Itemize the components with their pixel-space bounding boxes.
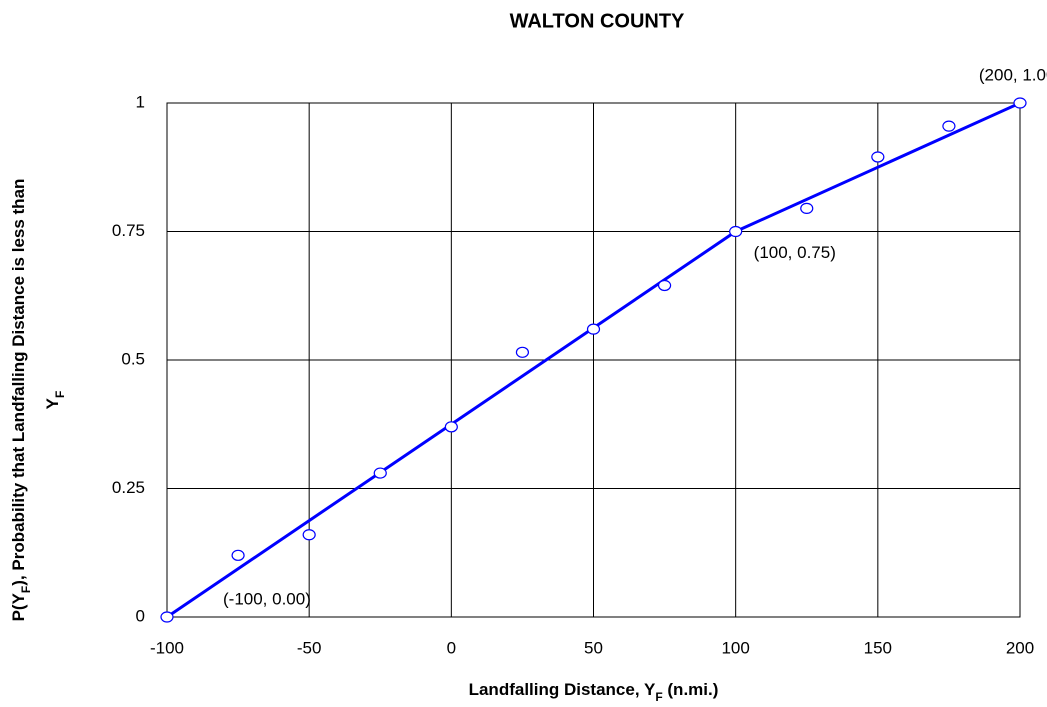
data-point bbox=[373, 467, 387, 479]
label-part: F bbox=[655, 690, 662, 704]
x-tick-label: 0 bbox=[447, 638, 456, 657]
label-part: Landfalling Distance, Y bbox=[469, 680, 656, 699]
label-part: (n.mi.) bbox=[663, 680, 719, 699]
y-tick-label: 0.25 bbox=[112, 478, 145, 497]
x-tick-label: 100 bbox=[721, 638, 749, 657]
data-point bbox=[729, 225, 743, 238]
label-part: F bbox=[53, 391, 67, 398]
annotation: (-100, 0.00) bbox=[223, 589, 311, 608]
x-tick-label: 150 bbox=[864, 638, 892, 657]
x-tick-label: 50 bbox=[584, 638, 603, 657]
label-part: ), Probability that Landfalling Distance… bbox=[9, 179, 28, 586]
y-tick-label: 0.75 bbox=[112, 221, 145, 240]
x-tick-label: 200 bbox=[1006, 638, 1034, 657]
y-tick-label: 0 bbox=[136, 606, 145, 625]
x-axis-label: Landfalling Distance, YF (n.mi.) bbox=[469, 680, 719, 704]
data-point bbox=[657, 279, 672, 292]
x-tick-label: -50 bbox=[297, 638, 322, 657]
data-point bbox=[231, 549, 245, 561]
label-part: F bbox=[19, 586, 33, 593]
chart-title: WALTON COUNTY bbox=[510, 10, 685, 32]
data-point bbox=[515, 346, 530, 358]
plot-frame bbox=[166, 102, 1021, 618]
data-point bbox=[302, 529, 316, 541]
x-tick-label: -100 bbox=[150, 638, 184, 657]
y-axis-label: P(YF), Probability that Landfalling Dist… bbox=[9, 179, 33, 622]
y-tick-label: 1 bbox=[136, 92, 145, 111]
data-point bbox=[871, 151, 885, 163]
data-point bbox=[160, 611, 174, 623]
data-point bbox=[586, 323, 601, 335]
data-point bbox=[942, 120, 956, 132]
annotation: (200, 1.00) bbox=[979, 65, 1047, 84]
data-point bbox=[1013, 97, 1027, 109]
y-axis-label: YF bbox=[43, 391, 67, 410]
y-tick-label: 0.5 bbox=[121, 349, 145, 368]
data-point bbox=[444, 421, 458, 433]
annotation: (100, 0.75) bbox=[754, 243, 836, 262]
label-part: Y bbox=[43, 397, 62, 409]
data-point bbox=[800, 202, 814, 214]
label-part: P(Y bbox=[9, 592, 28, 621]
